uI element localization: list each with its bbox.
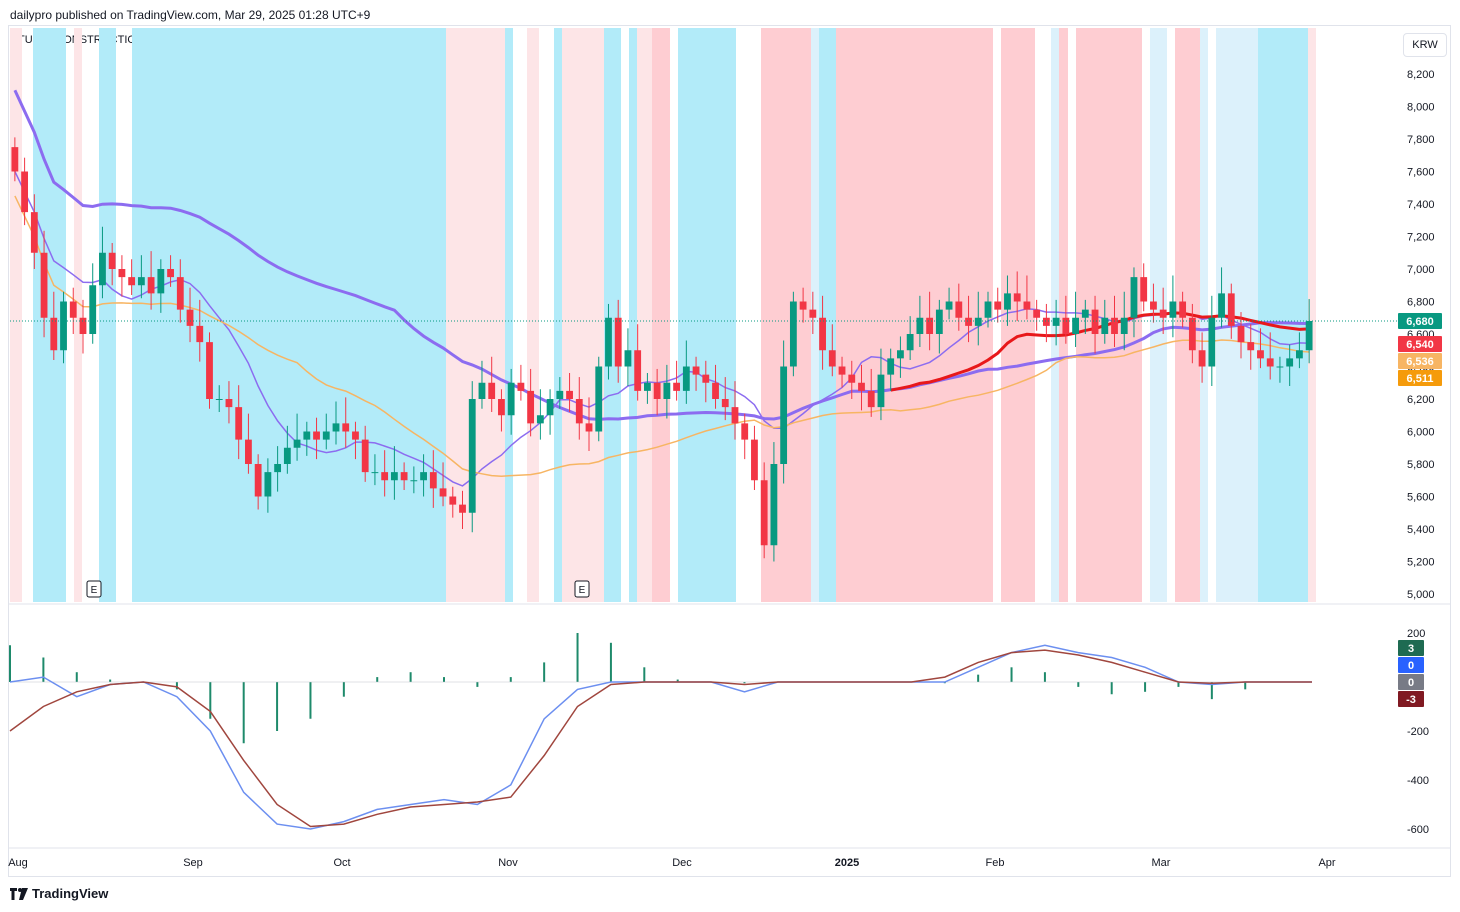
symbol-title[interactable]: TUKSUCONSTRUCTION · 1D · KRX <box>18 34 201 46</box>
open-value: 6,530 <box>215 34 244 46</box>
close-label: C <box>333 34 342 46</box>
high-value: 6,800 <box>258 34 286 46</box>
chart-frame <box>8 25 1451 877</box>
footer-brand: TradingView <box>10 886 108 901</box>
publisher-line: dailypro published on TradingView.com, M… <box>10 8 371 22</box>
symbol-legend: TUKSUCONSTRUCTION · 1D · KRX O6,530 H6,8… <box>18 34 449 46</box>
currency-button[interactable]: KRW <box>1403 33 1447 57</box>
change-value: +200 (+3.09%) <box>376 34 449 46</box>
open-label: O <box>207 34 216 46</box>
close-value: 6,680 <box>341 34 370 46</box>
low-value: 6,530 <box>299 34 327 46</box>
tradingview-logo-icon <box>10 887 28 900</box>
footer-brand-text: TradingView <box>32 886 109 901</box>
